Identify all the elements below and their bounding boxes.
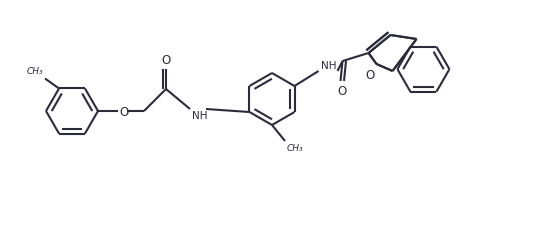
Text: O: O xyxy=(161,54,171,67)
Text: O: O xyxy=(337,85,346,98)
Text: O: O xyxy=(365,69,374,82)
Text: CH₃: CH₃ xyxy=(26,67,43,76)
Text: NH: NH xyxy=(320,61,336,71)
Text: O: O xyxy=(119,105,128,118)
Text: CH₃: CH₃ xyxy=(287,143,304,152)
Text: NH: NH xyxy=(192,111,208,120)
